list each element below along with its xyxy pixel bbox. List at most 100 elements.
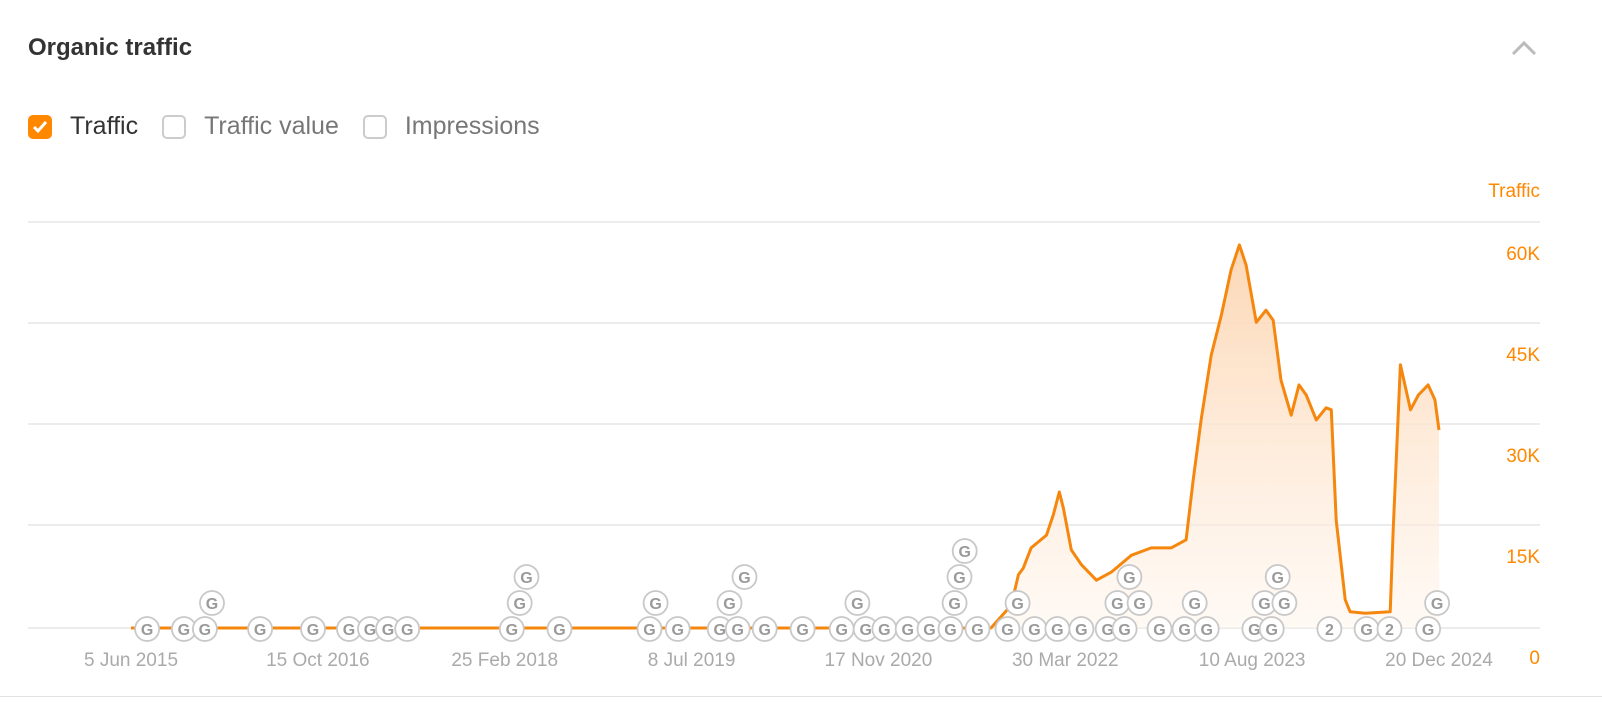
google-update-marker[interactable]: G bbox=[871, 616, 898, 642]
y-tick-label: 15K bbox=[1506, 547, 1540, 568]
marker-label: G bbox=[382, 622, 394, 639]
marker-circle bbox=[546, 616, 573, 642]
google-update-marker[interactable]: G bbox=[664, 616, 691, 642]
marker-label: G bbox=[513, 596, 525, 613]
marker-circle bbox=[951, 538, 978, 564]
multiple-updates-marker[interactable]: 2 bbox=[1376, 616, 1403, 642]
google-update-marker[interactable]: G bbox=[1126, 590, 1153, 616]
marker-label: G bbox=[141, 622, 153, 639]
google-update-marker[interactable]: G bbox=[1415, 616, 1441, 642]
marker-label: G bbox=[178, 622, 190, 639]
google-update-marker[interactable]: G bbox=[1424, 590, 1450, 616]
google-update-marker[interactable]: G bbox=[937, 616, 964, 642]
marker-circle bbox=[199, 590, 225, 616]
google-update-marker[interactable]: G bbox=[964, 616, 991, 642]
marker-label: G bbox=[520, 570, 532, 587]
google-update-marker[interactable]: G bbox=[1104, 590, 1131, 616]
google-update-marker[interactable]: G bbox=[706, 616, 733, 642]
legend-impressions[interactable]: Impressions bbox=[362, 112, 540, 141]
google-update-marker[interactable]: G bbox=[1068, 616, 1095, 642]
google-update-marker[interactable]: G bbox=[1251, 590, 1278, 616]
marker-circle bbox=[506, 590, 533, 616]
marker-circle bbox=[1068, 616, 1095, 642]
marker-label: G bbox=[971, 622, 983, 639]
legend-label: Traffic bbox=[70, 112, 139, 140]
x-tick-label: 8 Jul 2019 bbox=[648, 650, 736, 671]
google-update-marker[interactable]: G bbox=[134, 616, 161, 642]
marker-label: G bbox=[1111, 596, 1123, 613]
marker-label: G bbox=[851, 596, 863, 613]
google-update-marker[interactable]: G bbox=[731, 564, 758, 590]
google-update-marker[interactable]: G bbox=[1258, 616, 1285, 642]
google-update-marker[interactable]: G bbox=[546, 616, 573, 642]
google-update-marker[interactable]: G bbox=[844, 590, 871, 616]
google-update-marker[interactable]: G bbox=[941, 590, 968, 616]
google-update-marker[interactable]: G bbox=[642, 590, 669, 616]
marker-label: G bbox=[713, 622, 725, 639]
google-update-marker[interactable]: G bbox=[1004, 590, 1031, 616]
google-update-marker[interactable]: G bbox=[1146, 616, 1173, 642]
google-update-marker[interactable]: G bbox=[1116, 564, 1143, 590]
google-update-marker[interactable]: G bbox=[513, 564, 540, 590]
marker-label: G bbox=[1118, 622, 1130, 639]
google-update-marker[interactable]: G bbox=[724, 616, 751, 642]
marker-label: G bbox=[1188, 596, 1200, 613]
marker-circle bbox=[946, 564, 973, 590]
x-tick-label: 10 Aug 2023 bbox=[1199, 650, 1306, 671]
checkbox-traffic[interactable] bbox=[28, 114, 52, 139]
y-tick-label: 0 bbox=[1529, 648, 1540, 669]
legend-traffic-value[interactable]: Traffic value bbox=[162, 112, 339, 141]
marker-label: G bbox=[1265, 622, 1277, 639]
google-update-marker[interactable]: G bbox=[1171, 616, 1198, 642]
google-update-marker[interactable]: G bbox=[199, 590, 225, 616]
google-update-marker[interactable]: G bbox=[751, 616, 778, 642]
checkbox-impressions[interactable] bbox=[362, 114, 387, 139]
marker-label: G bbox=[1248, 622, 1260, 639]
marker-circle bbox=[300, 616, 326, 642]
marker-label: G bbox=[1123, 570, 1135, 587]
marker-circle bbox=[191, 616, 218, 642]
y-tick-label: 30K bbox=[1506, 446, 1540, 467]
google-update-marker[interactable]: G bbox=[828, 616, 855, 642]
google-update-marker[interactable]: G bbox=[951, 538, 978, 564]
y-axis-label: Traffic bbox=[1488, 181, 1540, 202]
google-update-marker[interactable]: G bbox=[1111, 616, 1138, 642]
marker-circle bbox=[844, 590, 871, 616]
marker-circle bbox=[994, 616, 1021, 642]
google-update-marker[interactable]: G bbox=[506, 590, 533, 616]
google-update-marker[interactable]: G bbox=[894, 616, 921, 642]
google-update-marker[interactable]: G bbox=[1264, 564, 1291, 590]
google-update-marker[interactable]: G bbox=[789, 616, 816, 642]
google-update-marker[interactable]: G bbox=[1021, 616, 1048, 642]
google-update-marker[interactable]: G bbox=[375, 616, 401, 642]
marker-label: G bbox=[1028, 622, 1040, 639]
marker-label: G bbox=[643, 622, 655, 639]
google-update-marker[interactable]: G bbox=[1193, 616, 1220, 642]
legend-traffic[interactable]: Traffic bbox=[28, 112, 138, 141]
marker-circle bbox=[1424, 590, 1450, 616]
google-update-marker[interactable]: G bbox=[247, 616, 274, 642]
marker-circle bbox=[247, 616, 274, 642]
checkmark-icon bbox=[32, 120, 48, 133]
google-update-marker[interactable]: G bbox=[191, 616, 218, 642]
marker-circle bbox=[751, 616, 778, 642]
google-update-marker[interactable]: G bbox=[336, 616, 362, 642]
google-update-marker[interactable]: G bbox=[1044, 616, 1071, 642]
google-update-marker[interactable]: G bbox=[1353, 616, 1380, 642]
google-update-marker[interactable]: G bbox=[498, 616, 525, 642]
multiple-updates-marker[interactable]: 2 bbox=[1316, 616, 1343, 642]
marker-label: G bbox=[948, 596, 960, 613]
google-update-marker[interactable]: G bbox=[994, 616, 1021, 642]
google-update-marker[interactable]: G bbox=[300, 616, 326, 642]
google-update-marker[interactable]: G bbox=[716, 590, 743, 616]
google-update-marker[interactable]: G bbox=[1181, 590, 1208, 616]
google-update-marker[interactable]: G bbox=[394, 616, 421, 642]
collapse-button[interactable] bbox=[1510, 36, 1538, 60]
google-update-marker[interactable]: G bbox=[946, 564, 973, 590]
marker-label: G bbox=[835, 622, 847, 639]
checkbox-traffic-value[interactable] bbox=[162, 114, 187, 139]
google-update-marker[interactable]: G bbox=[636, 616, 663, 642]
google-update-marker[interactable]: G bbox=[1271, 590, 1298, 616]
marker-circle bbox=[1004, 590, 1031, 616]
